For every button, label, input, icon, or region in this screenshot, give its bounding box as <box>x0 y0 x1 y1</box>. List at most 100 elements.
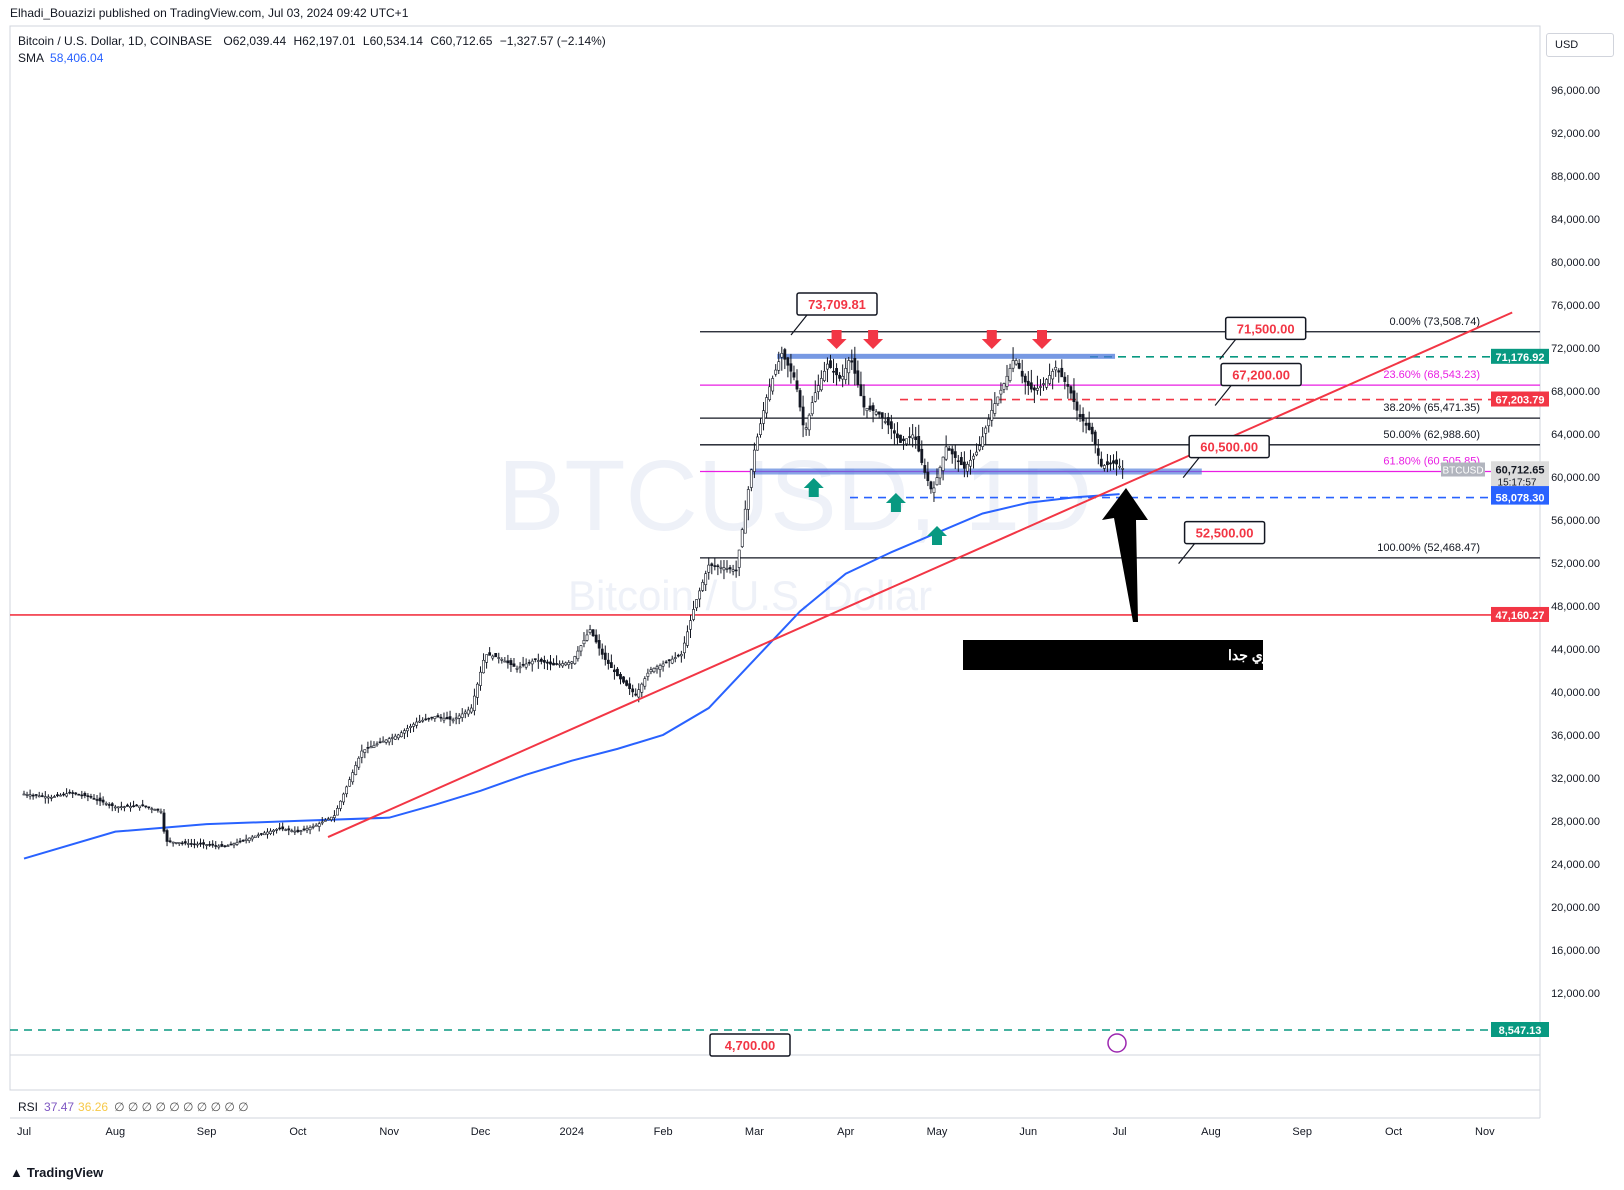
candle-body <box>372 745 376 748</box>
rsi-legend[interactable]: RSI 37.47 36.26 ∅ ∅ ∅ ∅ ∅ ∅ ∅ ∅ ∅ ∅ <box>18 1100 249 1114</box>
candle-body <box>357 757 361 768</box>
resistance-zone <box>777 353 1116 359</box>
horizontal-levels: 0.00% (73,508.74) 23.60% (68,543.23) 38.20… <box>10 316 1540 1031</box>
candle-body <box>1060 367 1064 378</box>
price-tag-bg <box>1491 489 1549 505</box>
candle-body <box>217 845 221 848</box>
candle-body <box>250 836 254 840</box>
candle-body <box>719 566 723 569</box>
candle-body <box>199 842 202 845</box>
candle-body <box>71 792 75 794</box>
candle-body <box>786 357 790 366</box>
candle-body <box>284 829 288 831</box>
currency-selector[interactable]: USD <box>1546 33 1614 57</box>
up-arrow-icon <box>927 526 947 545</box>
candle-body <box>865 407 869 412</box>
candle-body <box>272 829 275 832</box>
price-tick-label: 44,000.00 <box>1551 644 1600 656</box>
price-tick-label: 28,000.00 <box>1551 816 1600 828</box>
time-tick-label: Aug <box>1201 1126 1221 1138</box>
candle-body <box>86 795 90 797</box>
candle-body <box>597 640 601 649</box>
candle-body <box>570 661 574 664</box>
candle-body <box>962 461 966 469</box>
candle-body <box>156 808 160 811</box>
candle-body <box>847 360 851 374</box>
candle-body <box>189 843 193 845</box>
candle-body <box>932 487 936 493</box>
candle-body <box>1081 413 1085 422</box>
candle-body <box>223 845 227 848</box>
candle-body <box>491 655 495 659</box>
candle-body <box>929 481 933 490</box>
candle-body <box>469 707 473 713</box>
rsi-value: 37.47 <box>44 1100 75 1114</box>
candle-body <box>293 830 297 833</box>
price-callout: 67,200.00 <box>1214 362 1302 406</box>
candle-body <box>536 660 540 662</box>
candle-body <box>314 824 318 827</box>
candle-body <box>354 765 358 775</box>
price-tick-label: 24,000.00 <box>1551 859 1600 871</box>
candle-body <box>116 806 120 809</box>
price-tick-label: 12,000.00 <box>1551 988 1600 1000</box>
open-label: O <box>223 34 233 48</box>
candle-body <box>129 806 132 809</box>
candle-body <box>1008 368 1012 381</box>
candles <box>22 346 1125 850</box>
candle-body <box>704 573 708 585</box>
candle-body <box>619 673 622 680</box>
candle-body <box>119 806 123 808</box>
price-tick-label: 76,000.00 <box>1551 300 1600 312</box>
sma-legend[interactable]: SMA 58,406.04 <box>18 51 103 65</box>
candle-body <box>1093 431 1097 446</box>
candle-body <box>792 372 796 378</box>
time-tick-label: Apr <box>837 1126 854 1138</box>
callout-box <box>1188 434 1270 459</box>
candle-body <box>466 709 470 715</box>
candle-body <box>342 793 345 803</box>
open-value: 62,039.44 <box>232 34 287 48</box>
price-tag-bg <box>1491 606 1549 622</box>
candle-body <box>442 717 446 721</box>
candle-body <box>363 749 367 753</box>
price-callout: 73,709.81 <box>790 292 878 336</box>
candle-body <box>908 436 912 438</box>
candle-body <box>850 360 854 363</box>
candle-body <box>950 448 954 455</box>
candle-body <box>555 663 558 665</box>
candle-body <box>634 693 638 696</box>
price-tag: 67,203.79 <box>1491 391 1549 407</box>
candle-body <box>214 845 218 847</box>
candle-body <box>153 809 157 811</box>
candle-body <box>1112 460 1115 464</box>
candle-body <box>65 793 69 797</box>
candle-body <box>664 661 668 664</box>
callout-box <box>1224 316 1307 341</box>
candle-body <box>1014 360 1018 365</box>
candle-body <box>698 590 702 600</box>
candle-body <box>497 657 501 659</box>
time-tick-label: Aug <box>106 1126 126 1138</box>
price-tag: 71,176.92 <box>1491 348 1549 364</box>
time-tick-label: May <box>927 1126 948 1138</box>
candle-body <box>646 672 650 677</box>
fib-level-label: 50.00% (62,988.60) <box>1383 429 1480 441</box>
candle-body <box>552 662 555 666</box>
candle-body <box>406 728 409 732</box>
candle-body <box>1039 386 1042 388</box>
candle-body <box>59 794 62 797</box>
candle-body <box>978 445 982 451</box>
candle-body <box>914 436 918 440</box>
candle-body <box>266 831 269 835</box>
callout-box <box>1183 520 1266 545</box>
sma-label: SMA <box>18 51 45 65</box>
tradingview-logo[interactable]: ▲ TradingView <box>10 1165 103 1180</box>
candle-body <box>722 567 726 571</box>
price-tag-bg <box>1491 391 1549 407</box>
symbol-legend[interactable]: Bitcoin / U.S. Dollar, 1D, COINBASE O62,… <box>18 34 606 48</box>
fib-level-label: 0.00% (73,508.74) <box>1389 316 1480 328</box>
candle-body <box>186 843 190 845</box>
candle-body <box>944 446 948 460</box>
